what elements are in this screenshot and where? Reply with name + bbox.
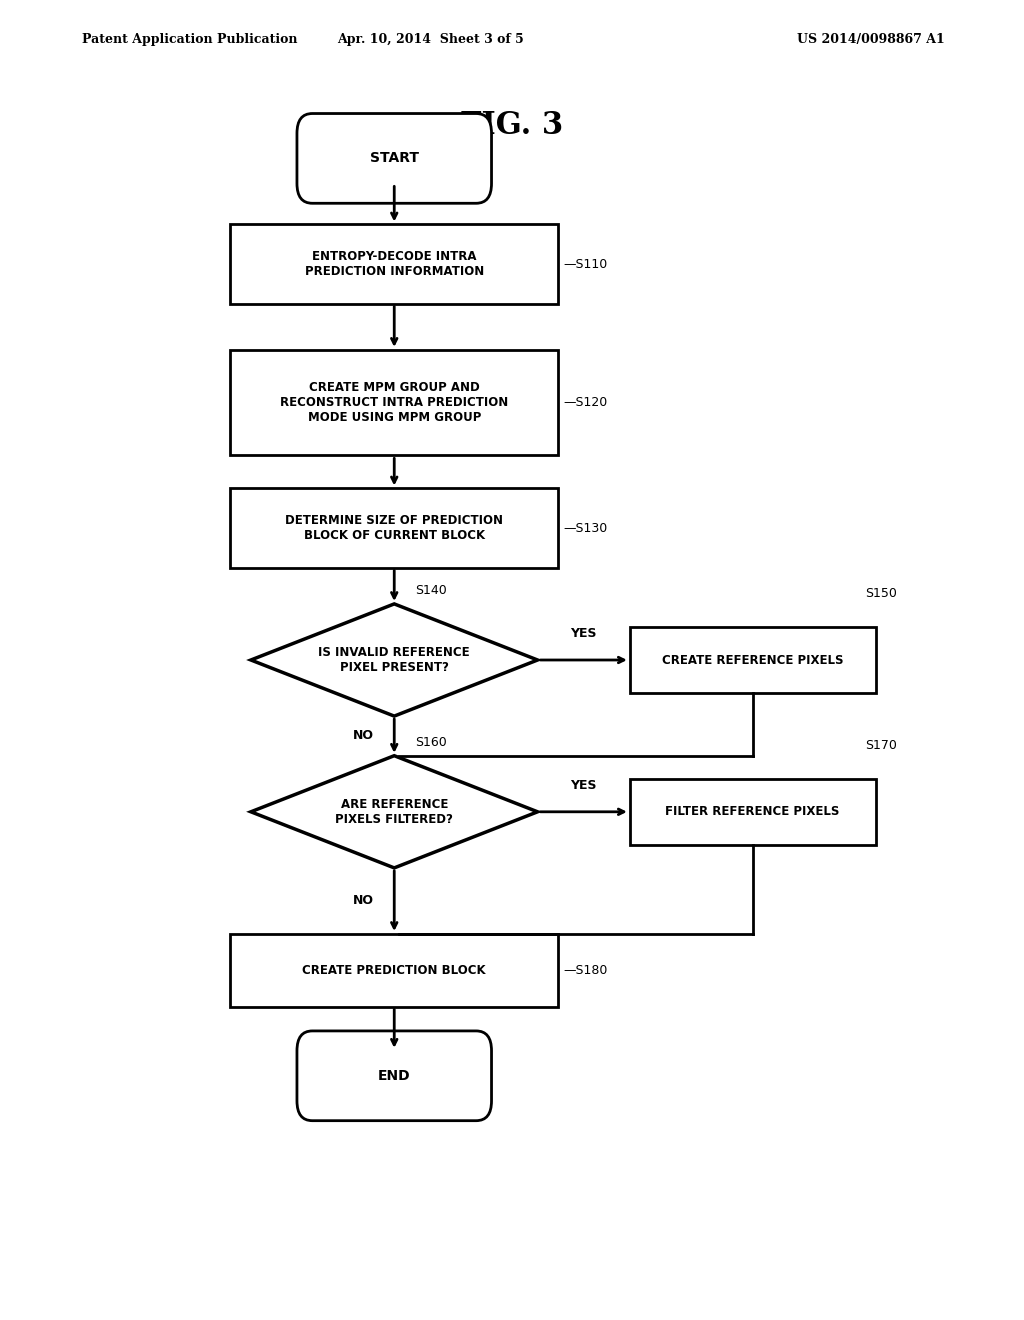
FancyBboxPatch shape: [230, 224, 558, 304]
Text: IS INVALID REFERENCE
PIXEL PRESENT?: IS INVALID REFERENCE PIXEL PRESENT?: [318, 645, 470, 675]
Text: S170: S170: [865, 739, 897, 752]
Text: ARE REFERENCE
PIXELS FILTERED?: ARE REFERENCE PIXELS FILTERED?: [335, 797, 454, 826]
Text: DETERMINE SIZE OF PREDICTION
BLOCK OF CURRENT BLOCK: DETERMINE SIZE OF PREDICTION BLOCK OF CU…: [286, 513, 503, 543]
Text: CREATE PREDICTION BLOCK: CREATE PREDICTION BLOCK: [302, 964, 486, 977]
FancyBboxPatch shape: [297, 1031, 492, 1121]
Text: FILTER REFERENCE PIXELS: FILTER REFERENCE PIXELS: [666, 805, 840, 818]
FancyBboxPatch shape: [297, 114, 492, 203]
Text: YES: YES: [570, 779, 597, 792]
Text: S160: S160: [415, 737, 446, 748]
FancyBboxPatch shape: [230, 350, 558, 455]
Text: FIG. 3: FIG. 3: [461, 110, 563, 141]
Polygon shape: [251, 755, 538, 869]
Text: —S130: —S130: [563, 521, 607, 535]
Text: Apr. 10, 2014  Sheet 3 of 5: Apr. 10, 2014 Sheet 3 of 5: [337, 33, 523, 46]
Text: START: START: [370, 152, 419, 165]
Text: —S120: —S120: [563, 396, 607, 409]
Text: US 2014/0098867 A1: US 2014/0098867 A1: [797, 33, 944, 46]
Text: END: END: [378, 1069, 411, 1082]
Text: S150: S150: [865, 587, 897, 601]
FancyBboxPatch shape: [230, 935, 558, 1006]
Text: —S110: —S110: [563, 257, 607, 271]
FancyBboxPatch shape: [630, 779, 876, 845]
Text: S140: S140: [415, 585, 446, 597]
Text: YES: YES: [570, 627, 597, 640]
Text: CREATE MPM GROUP AND
RECONSTRUCT INTRA PREDICTION
MODE USING MPM GROUP: CREATE MPM GROUP AND RECONSTRUCT INTRA P…: [281, 381, 508, 424]
Text: Patent Application Publication: Patent Application Publication: [82, 33, 297, 46]
FancyBboxPatch shape: [230, 488, 558, 568]
Polygon shape: [251, 605, 538, 715]
FancyBboxPatch shape: [630, 627, 876, 693]
Text: NO: NO: [352, 730, 374, 742]
Text: CREATE REFERENCE PIXELS: CREATE REFERENCE PIXELS: [662, 653, 844, 667]
Text: NO: NO: [352, 895, 374, 907]
Text: —S180: —S180: [563, 964, 607, 977]
Text: ENTROPY-DECODE INTRA
PREDICTION INFORMATION: ENTROPY-DECODE INTRA PREDICTION INFORMAT…: [304, 249, 484, 279]
